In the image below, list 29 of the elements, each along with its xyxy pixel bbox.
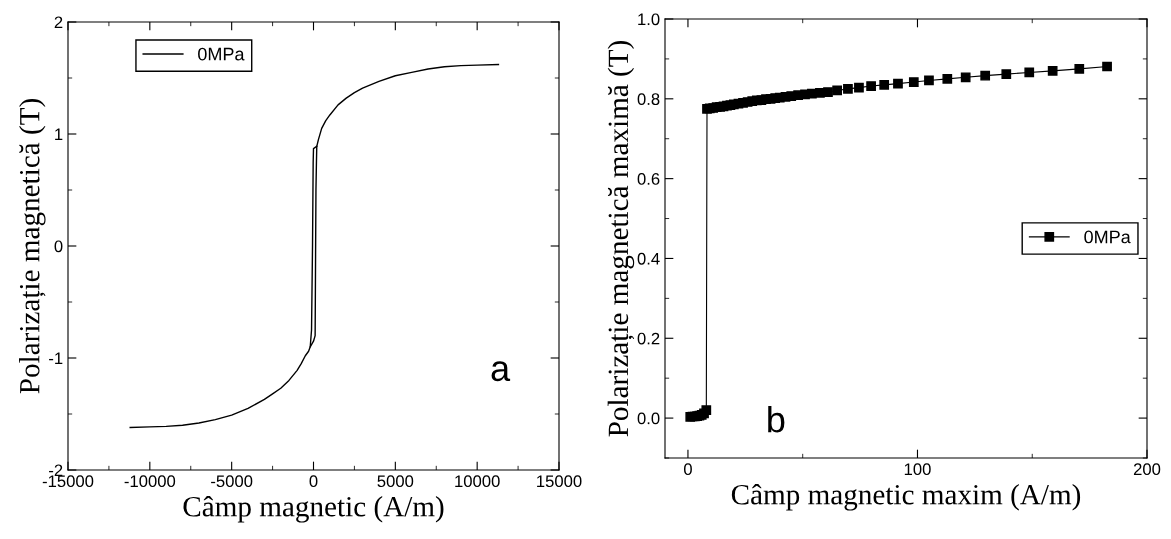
legend-label: 0MPa [1084, 230, 1131, 244]
x-tick-label: 15000 [537, 475, 582, 488]
y-tick-label: 0.8 [637, 93, 660, 106]
legend-label: 0MPa [198, 47, 245, 61]
x-tick-label: 200 [1133, 463, 1161, 476]
x-tick-label: -10000 [124, 475, 176, 488]
y-tick-label: -2 [49, 464, 63, 477]
x-tick-label: 100 [904, 463, 931, 476]
annotation: a [491, 361, 511, 382]
y-tick-label: 0 [54, 240, 63, 253]
x-tick-label: 5000 [377, 475, 414, 488]
x-axis-title: Câmp magnetic maxim (A/m) [731, 483, 1081, 511]
x-axis-title: Câmp magnetic (A/m) [183, 495, 444, 523]
y-tick-label: 0.4 [637, 252, 660, 265]
y-tick-label: -1 [49, 352, 63, 365]
y-tick-label: 0.2 [637, 332, 660, 345]
y-tick-label: 1 [55, 128, 63, 141]
y-tick-label: 1.0 [638, 13, 660, 26]
x-tick-label: 0 [309, 475, 318, 488]
y-axis-title: Polarizație magnetică (T) [19, 99, 46, 394]
x-tick-label: 10000 [455, 475, 500, 488]
y-tick-label: 2 [54, 16, 63, 29]
x-tick-label: -15000 [42, 475, 94, 488]
x-tick-label: -5000 [211, 475, 253, 488]
y-tick-label: 0.6 [637, 173, 660, 185]
x-tick-label: 0 [683, 463, 692, 476]
y-tick-label: 0.0 [637, 412, 660, 425]
annotation: b [768, 406, 785, 433]
y-axis-title: Polarizație magnetică maximă (T) [607, 40, 635, 437]
